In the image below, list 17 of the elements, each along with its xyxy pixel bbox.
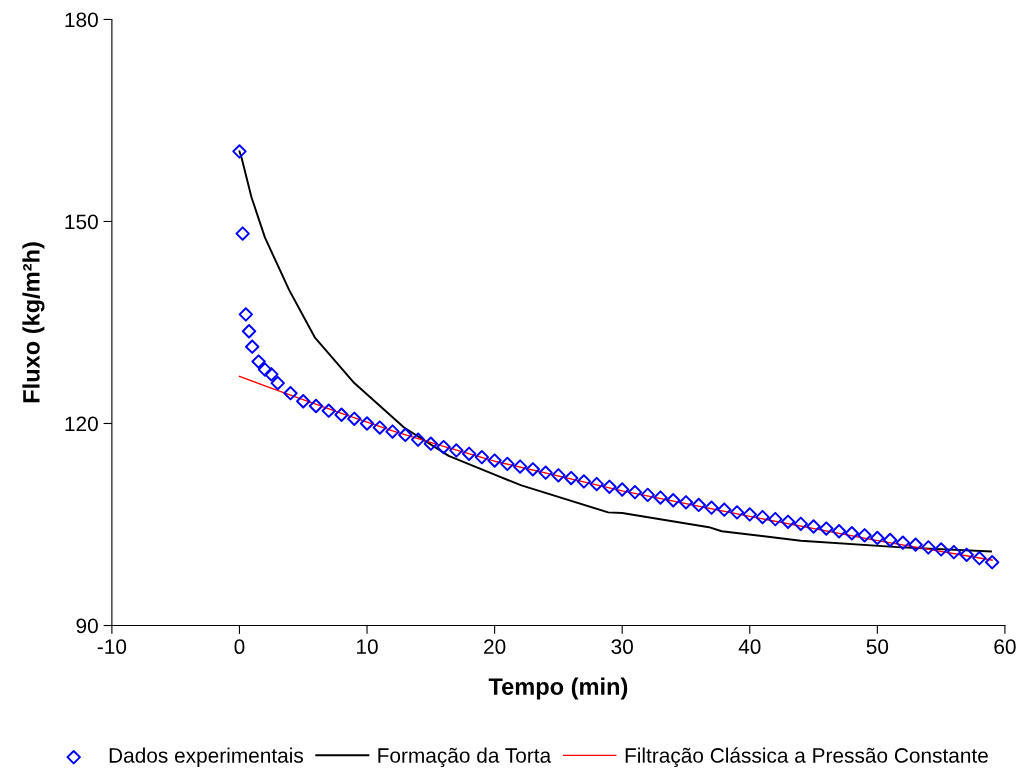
y-axis-title: Fluxo (kg/m²h) [22,242,45,403]
x-tick-label: 20 [484,639,506,655]
legend-label: Formação da Torta [378,747,552,768]
x-tick-label: 0 [234,639,245,655]
legend-label: Dados experimentais [109,747,304,767]
y-tick-label: 150 [65,214,98,230]
y-tick-label: 120 [65,416,98,432]
x-tick-label: 30 [611,639,633,655]
x-tick-label: 10 [357,639,378,655]
x-tick-label: 40 [738,639,761,655]
legend-label: Filtração Clássica a Pressão Constante [625,747,988,768]
y-tick-label: 90 [76,618,98,634]
x-tick-label: -10 [97,639,127,655]
x-tick-label: 50 [866,639,889,655]
y-tick-label: 180 [65,12,98,28]
x-axis-title: Tempo (min) [488,677,628,700]
x-tick-label: 60 [994,639,1016,655]
